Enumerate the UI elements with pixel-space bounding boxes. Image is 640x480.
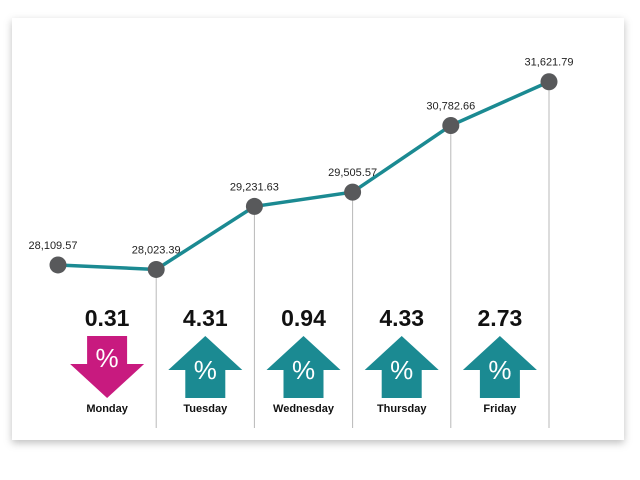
arrow [364, 336, 439, 398]
change-value: 4.33 [379, 305, 424, 331]
marker [540, 73, 558, 91]
day-label: Monday [86, 403, 128, 415]
change-value: 2.73 [478, 305, 523, 331]
change-value: 4.31 [183, 305, 228, 331]
arrow-symbol: % [194, 355, 217, 385]
day-label: Thursday [377, 403, 427, 415]
marker [442, 117, 460, 135]
marker [49, 256, 67, 274]
data-label: 28,109.57 [29, 240, 78, 252]
arrow [168, 336, 243, 398]
data-label: 30,782.66 [426, 100, 475, 112]
day-label: Friday [483, 403, 517, 415]
change-value: 0.94 [281, 305, 326, 331]
data-label: 29,505.57 [328, 167, 377, 179]
arrow-symbol: % [96, 343, 119, 373]
marker [245, 197, 263, 215]
arrow-symbol: % [488, 355, 511, 385]
arrow [70, 336, 145, 398]
day-label: Wednesday [273, 403, 335, 415]
line [57, 80, 550, 272]
data-label: 29,231.63 [230, 181, 279, 193]
day-label: Tuesday [183, 403, 228, 415]
marker [344, 183, 362, 201]
arrow-symbol: % [292, 355, 315, 385]
data-label: 31,621.79 [525, 57, 574, 69]
arrow-symbol: % [390, 355, 413, 385]
change-value: 0.31 [85, 305, 130, 331]
arrow [462, 336, 537, 398]
data-label: 28,023.39 [132, 244, 181, 256]
marker [147, 260, 165, 278]
arrow [266, 336, 341, 398]
